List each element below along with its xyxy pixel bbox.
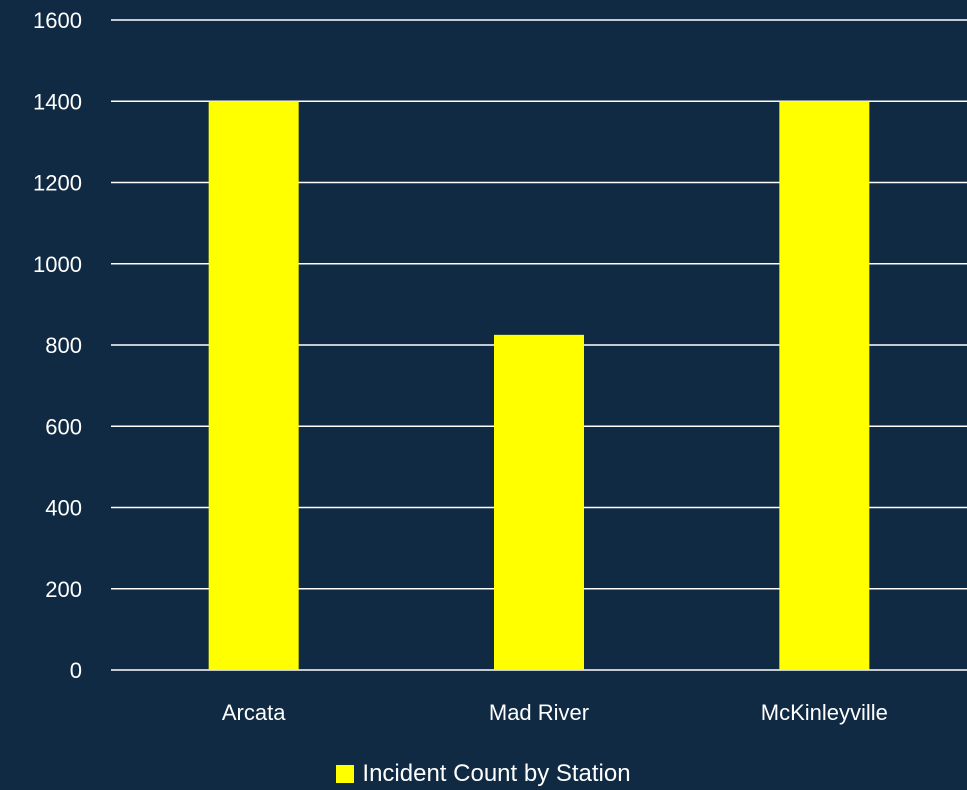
y-tick-label: 800 [45, 333, 82, 358]
bar-arcata [208, 101, 299, 670]
x-category-label: McKinleyville [761, 700, 888, 725]
legend-label: Incident Count by Station [362, 760, 631, 787]
y-tick-label: 1600 [33, 8, 82, 33]
x-category-label: Arcata [222, 700, 286, 725]
y-axis-tick-labels: 0 200 400 600 800 1000 1200 1400 1600 [33, 8, 82, 683]
bars [208, 101, 870, 670]
y-tick-label: 1200 [33, 171, 82, 196]
y-tick-label: 1400 [33, 89, 82, 114]
bar-mckinleyville [779, 101, 870, 670]
legend: Incident Count by Station [0, 760, 967, 788]
bar-mad-river [494, 334, 584, 670]
y-tick-label: 400 [45, 496, 82, 521]
legend-swatch [336, 765, 355, 783]
x-category-label: Mad River [489, 700, 589, 725]
y-tick-label: 1000 [33, 252, 82, 277]
y-tick-label: 600 [45, 414, 82, 439]
y-tick-label: 200 [45, 577, 82, 602]
y-tick-label: 0 [70, 658, 82, 683]
x-axis-category-labels: Arcata Mad River McKinleyville [222, 700, 888, 725]
